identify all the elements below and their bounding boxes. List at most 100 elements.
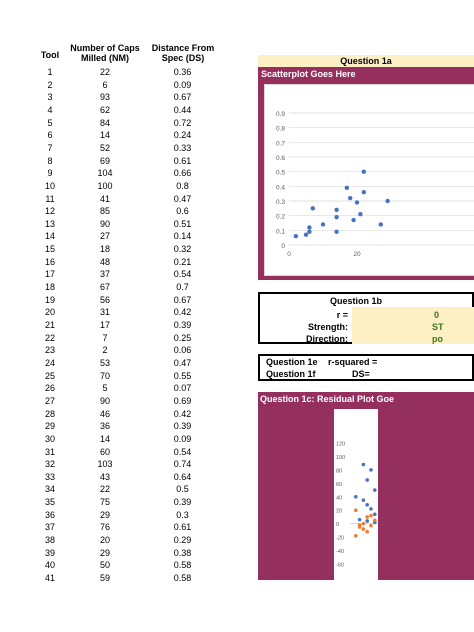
table-row: 37 76 0.61 [0, 521, 250, 534]
residual-point-blue [365, 519, 369, 523]
ds-cell: 0.32 [173, 244, 192, 255]
ds-cell: 0.6 [176, 206, 189, 217]
table-row: 9 104 0.66 [0, 167, 250, 180]
residual-point-orange [365, 529, 369, 534]
tool-cell: 6 [47, 130, 53, 141]
ds-cell: 0.38 [173, 547, 192, 558]
table-row: 20 31 0.42 [0, 306, 250, 319]
y-tick-label: 0 [336, 522, 339, 528]
residual-point-blue [361, 498, 366, 502]
header-tool: Tool [40, 50, 60, 60]
scatter-point [378, 222, 383, 227]
tool-cell: 9 [47, 168, 53, 179]
scatter-point [303, 232, 309, 237]
caps-cell: 27 [99, 231, 110, 242]
tool-cell: 13 [44, 218, 55, 229]
direction-value: po [432, 334, 443, 344]
q1a-title: Scatterplot Goes Here [261, 69, 356, 79]
table-row: 21 17 0.39 [0, 319, 250, 332]
y-tick-label: 0.4 [276, 184, 285, 191]
q1a-panel: Scatterplot Goes Here 0.9 0.8 0.7 0.6 0.5 0.4… [258, 67, 474, 280]
y-tick-label: 80 [336, 468, 342, 474]
tool-cell: 14 [44, 231, 55, 242]
table-row: 36 29 0.3 [0, 509, 250, 522]
tool-cell: 11 [45, 193, 55, 204]
residual-point-orange [369, 513, 373, 518]
ds-label: DS= [352, 369, 370, 379]
table-row: 2 6 0.09 [0, 79, 250, 92]
caps-cell: 60 [99, 446, 110, 457]
tool-cell: 12 [44, 206, 55, 217]
table-row: 23 2 0.06 [0, 344, 250, 357]
caps-cell: 7 [102, 332, 108, 343]
tool-cell: 5 [47, 117, 53, 128]
residual-chart-area: 120 100 80 60 40 20 0 -20 -40 -60 [334, 409, 378, 580]
ds-cell: 0.24 [173, 130, 192, 141]
tool-cell: 21 [44, 320, 55, 330]
tool-cell: 36 [44, 509, 55, 520]
tool-cell: 33 [44, 471, 55, 482]
table-row: 22 7 0.25 [0, 332, 250, 345]
scatterplot: 0.9 0.8 0.7 0.6 0.5 0.4 0.3 0.2 0.1 00 20 [276, 111, 474, 258]
caps-cell: 48 [99, 256, 110, 267]
tool-cell: 7 [47, 142, 53, 153]
ds-cell: 0.69 [173, 395, 192, 406]
y-tick-label: 120 [336, 442, 345, 448]
ds-cell: 0.3 [176, 509, 189, 520]
caps-cell: 75 [99, 497, 110, 508]
table-row: 30 14 0.09 [0, 433, 250, 446]
strength-label: Strength: [308, 322, 348, 332]
residual-point-blue [373, 512, 377, 517]
ds-cell: 0.39 [173, 320, 192, 330]
scatter-point [358, 212, 363, 217]
y-tick-label: -20 [336, 536, 344, 542]
ds-cell: 0.14 [173, 231, 192, 242]
ds-cell: 0.55 [173, 370, 192, 381]
ds-cell: 0.58 [173, 560, 192, 571]
caps-cell: 14 [99, 130, 110, 141]
table-row: 12 85 0.6 [0, 205, 250, 218]
tool-cell: 25 [44, 370, 55, 381]
table-row: 18 67 0.7 [0, 281, 250, 294]
scatter-point [334, 229, 339, 234]
scatter-point [361, 190, 366, 195]
scatter-point [344, 185, 349, 190]
tool-cell: 32 [44, 459, 55, 470]
ds-cell: 0.54 [173, 446, 192, 457]
q1a-header: Question 1a [258, 55, 474, 67]
ds-cell: 0.67 [173, 294, 192, 305]
caps-cell: 90 [99, 218, 110, 229]
ds-cell: 0.58 [173, 573, 192, 583]
residual-point-blue [373, 488, 377, 492]
q1b-box: Question 1b r = Strength: Direction: 0 S… [258, 292, 474, 344]
table-row: 6 14 0.24 [0, 129, 250, 142]
table-row: 27 90 0.69 [0, 395, 250, 408]
header-caps-line1: Number of Caps [70, 43, 140, 53]
tool-cell: 23 [44, 345, 55, 356]
tool-cell: 20 [44, 307, 55, 318]
table-row: 35 75 0.39 [0, 496, 250, 509]
residual-point-orange [369, 523, 373, 528]
ds-cell: 0.09 [173, 433, 192, 444]
table-row: 25 70 0.55 [0, 370, 250, 383]
scatter-chart-area: 0.9 0.8 0.7 0.6 0.5 0.4 0.3 0.2 0.1 0 0 20 [264, 84, 474, 276]
tool-cell: 15 [44, 244, 55, 255]
tool-cell: 30 [44, 433, 55, 444]
table-row: 34 22 0.5 [0, 483, 250, 496]
caps-cell: 59 [99, 573, 110, 583]
caps-cell: 52 [99, 142, 110, 153]
tool-cell: 3 [47, 92, 53, 103]
tool-cell: 4 [47, 104, 53, 115]
caps-cell: 62 [99, 104, 110, 115]
q1b-answer-cells[interactable]: 0 ST po [352, 307, 474, 344]
caps-cell: 36 [99, 421, 110, 432]
tool-cell: 1 [47, 67, 53, 77]
ds-cell: 0.39 [173, 421, 192, 432]
y-tick-label: 40 [336, 495, 342, 501]
x-tick-label: 20 [353, 251, 361, 258]
table-row: 7 52 0.33 [0, 142, 250, 155]
tool-cell: 22 [44, 332, 55, 343]
caps-cell: 41 [99, 193, 110, 204]
caps-cell: 29 [99, 547, 110, 558]
ds-cell: 0.33 [173, 142, 192, 153]
